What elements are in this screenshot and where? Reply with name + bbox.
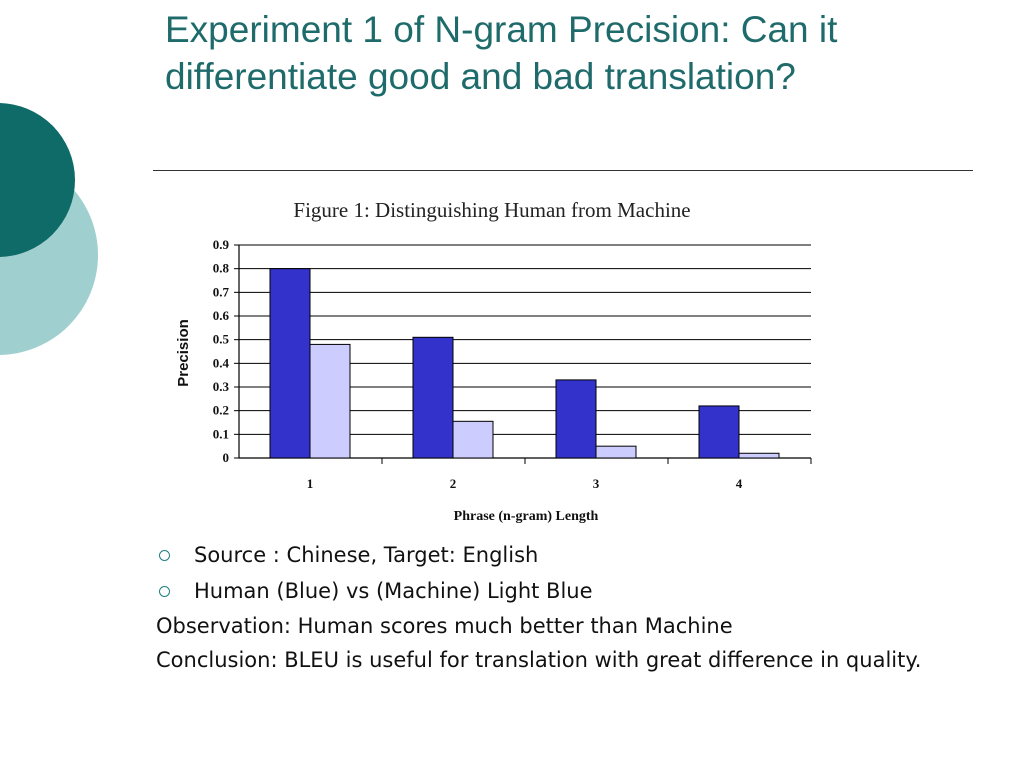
machine-bar	[309, 343, 351, 459]
bullet-text: Source : Chinese, Target: English	[194, 543, 539, 567]
y-tick-label: 0.4	[213, 355, 230, 370]
x-tick-label: 2	[450, 476, 457, 491]
y-tick-label: 0.9	[213, 237, 230, 252]
y-axis-label: Precision	[175, 319, 192, 387]
bullet-item: Human (Blue) vs (Machine) Light Blue	[156, 576, 976, 606]
precision-bar-chart: Figure 1: Distinguishing Human from Mach…	[175, 198, 812, 524]
bullet-item: Observation: Human scores much better th…	[156, 612, 976, 640]
human-bar	[269, 268, 311, 459]
y-tick-label: 0.6	[213, 308, 230, 323]
circle-bullet-icon	[159, 550, 170, 561]
bullet-text: Conclusion: BLEU is useful for translati…	[156, 648, 922, 672]
circle-bullet-icon	[159, 586, 170, 597]
machine-bar	[595, 445, 637, 459]
human-bar	[412, 336, 454, 459]
human-bar	[555, 379, 597, 459]
bullet-text: Human (Blue) vs (Machine) Light Blue	[194, 579, 593, 603]
machine-bar	[738, 452, 780, 459]
title-divider	[153, 170, 973, 171]
chart-title: Figure 1: Distinguishing Human from Mach…	[293, 198, 690, 222]
human-bar	[698, 405, 740, 459]
y-tick-label: 0.3	[213, 379, 230, 394]
y-tick-label: 0.7	[213, 284, 230, 299]
y-tick-label: 0.8	[213, 261, 230, 276]
plot-area: 0 0.1 0.2 0.3 0.4 0.5 0.6 0.7 0.8 0.9 1 2 3 4	[213, 237, 812, 491]
decorative-circle-dark	[0, 103, 75, 257]
slide-title: Experiment 1 of N-gram Precision: Can it…	[165, 9, 838, 97]
x-tick-label: 3	[593, 476, 600, 491]
x-axis-label: Phrase (n-gram) Length	[454, 509, 599, 524]
machine-bar	[452, 420, 494, 459]
y-tick-label: 0.1	[213, 426, 229, 441]
bullet-item: Source : Chinese, Target: English	[156, 540, 976, 570]
y-tick-label: 0	[223, 450, 230, 465]
bullet-text: Observation: Human scores much better th…	[156, 614, 733, 638]
y-tick-label: 0.5	[213, 332, 230, 347]
y-tick-label: 0.2	[213, 403, 229, 418]
x-tick-label: 4	[736, 476, 743, 491]
bullet-item: Conclusion: BLEU is useful for translati…	[156, 646, 976, 674]
x-tick-label: 1	[307, 476, 314, 491]
bullet-list: Source : Chinese, Target: English Human (…	[156, 540, 976, 680]
decorative-circles	[0, 103, 98, 355]
